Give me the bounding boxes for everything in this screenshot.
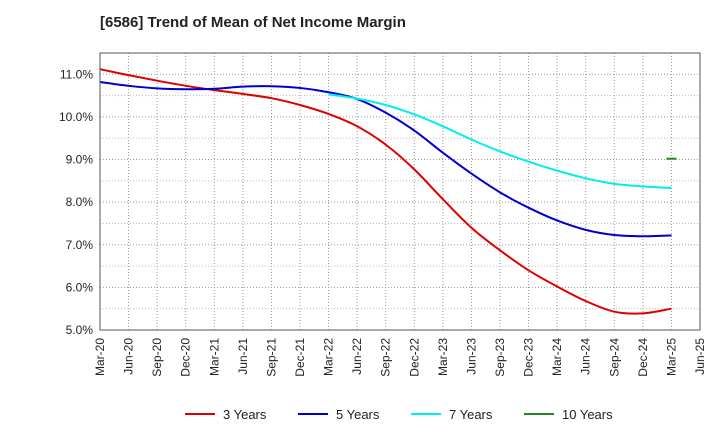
x-tick-label: Dec-23: [522, 338, 536, 377]
x-tick-label: Jun-20: [122, 338, 136, 375]
y-tick-label: 8.0%: [66, 195, 94, 209]
y-tick-label: 9.0%: [66, 153, 94, 167]
x-tick-label: Mar-20: [93, 338, 107, 376]
y-tick-label: 5.0%: [66, 323, 94, 337]
legend-label-10-years: 10 Years: [562, 407, 613, 422]
x-tick-label: Jun-21: [236, 338, 250, 375]
series-lines: [99, 68, 677, 315]
x-tick-label: Jun-25: [693, 338, 707, 375]
legend-label-3-years: 3 Years: [223, 407, 267, 422]
x-tick-label: Mar-22: [322, 338, 336, 376]
x-tick-label: Mar-23: [436, 338, 450, 376]
series-line-7-years: [328, 93, 672, 190]
x-tick-label: Dec-22: [407, 338, 421, 377]
x-tick-label: Sep-22: [379, 338, 393, 377]
plot-frame: [99, 52, 701, 331]
x-tick-label: Dec-21: [293, 338, 307, 377]
y-tick-label: 6.0%: [66, 280, 94, 294]
series-line-3-years: [99, 68, 672, 315]
y-axis-labels: 5.0% 6.0% 7.0% 8.0% 9.0% 10.0% 11.0%: [59, 67, 93, 337]
y-tick-label: 10.0%: [59, 110, 93, 124]
legend: 3 Years 5 Years 7 Years 10 Years: [185, 407, 613, 422]
series-line-5-years: [99, 80, 672, 238]
legend-label-7-years: 7 Years: [449, 407, 493, 422]
x-tick-label: Mar-21: [207, 338, 221, 376]
y-tick-label: 7.0%: [66, 238, 94, 252]
x-tick-label: Dec-20: [179, 338, 193, 377]
x-tick-label: Sep-21: [264, 338, 278, 377]
x-tick-label: Sep-24: [607, 338, 621, 377]
chart-title: [6586] Trend of Mean of Net Income Margi…: [100, 14, 406, 31]
x-tick-label: Sep-23: [493, 338, 507, 377]
x-axis-labels: Mar-20 Jun-20 Sep-20 Dec-20 Mar-21 Jun-21 Sep-…: [93, 338, 707, 377]
x-tick-label: Sep-20: [150, 338, 164, 377]
x-tick-label: Jun-23: [464, 338, 478, 375]
x-tick-label: Jun-22: [350, 338, 364, 375]
y-tick-label: 11.0%: [60, 67, 93, 81]
grid-lines: [100, 53, 700, 330]
x-tick-label: Jun-24: [579, 338, 593, 375]
legend-label-5-years: 5 Years: [336, 407, 380, 422]
x-tick-label: Mar-24: [550, 338, 564, 376]
x-tick-label: Dec-24: [636, 338, 650, 377]
x-tick-label: Mar-25: [664, 338, 678, 376]
